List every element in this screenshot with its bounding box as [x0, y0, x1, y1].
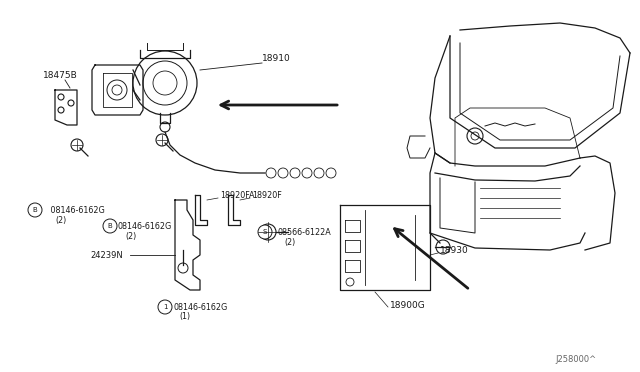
Text: 18920FA: 18920FA: [220, 190, 255, 199]
Circle shape: [467, 128, 483, 144]
Circle shape: [160, 122, 170, 132]
Circle shape: [326, 168, 336, 178]
Text: 08146-6162G: 08146-6162G: [173, 302, 227, 311]
Text: 18910: 18910: [262, 54, 291, 62]
Text: 18920F: 18920F: [252, 190, 282, 199]
Text: 1: 1: [163, 304, 167, 310]
Circle shape: [71, 139, 83, 151]
Circle shape: [112, 85, 122, 95]
Circle shape: [258, 225, 272, 239]
Circle shape: [178, 263, 188, 273]
Circle shape: [260, 224, 276, 240]
Text: 18475B: 18475B: [43, 71, 77, 80]
Text: J258000^: J258000^: [555, 356, 596, 365]
Text: 18930: 18930: [440, 246, 468, 254]
Circle shape: [290, 168, 300, 178]
Text: S: S: [263, 229, 267, 235]
Circle shape: [107, 80, 127, 100]
Text: (2): (2): [55, 215, 67, 224]
Circle shape: [156, 134, 168, 146]
Circle shape: [158, 300, 172, 314]
Circle shape: [266, 168, 276, 178]
Text: (2): (2): [284, 237, 295, 247]
Circle shape: [143, 61, 187, 105]
Text: 08146-6162G: 08146-6162G: [118, 221, 172, 231]
Text: (2): (2): [125, 231, 136, 241]
Circle shape: [103, 219, 117, 233]
Circle shape: [346, 278, 354, 286]
Circle shape: [58, 107, 64, 113]
Circle shape: [314, 168, 324, 178]
Text: 08566-6122A: 08566-6122A: [278, 228, 332, 237]
Circle shape: [133, 51, 197, 115]
Circle shape: [302, 168, 312, 178]
Text: 08146-6162G: 08146-6162G: [48, 205, 105, 215]
Circle shape: [471, 132, 479, 140]
Text: B: B: [33, 207, 37, 213]
Circle shape: [58, 94, 64, 100]
Text: 18900G: 18900G: [390, 301, 426, 310]
Circle shape: [278, 168, 288, 178]
Circle shape: [68, 100, 74, 106]
Circle shape: [153, 71, 177, 95]
Text: (1): (1): [179, 312, 190, 321]
Text: 24239N: 24239N: [90, 250, 123, 260]
Text: B: B: [108, 223, 113, 229]
Circle shape: [436, 240, 450, 254]
Circle shape: [28, 203, 42, 217]
